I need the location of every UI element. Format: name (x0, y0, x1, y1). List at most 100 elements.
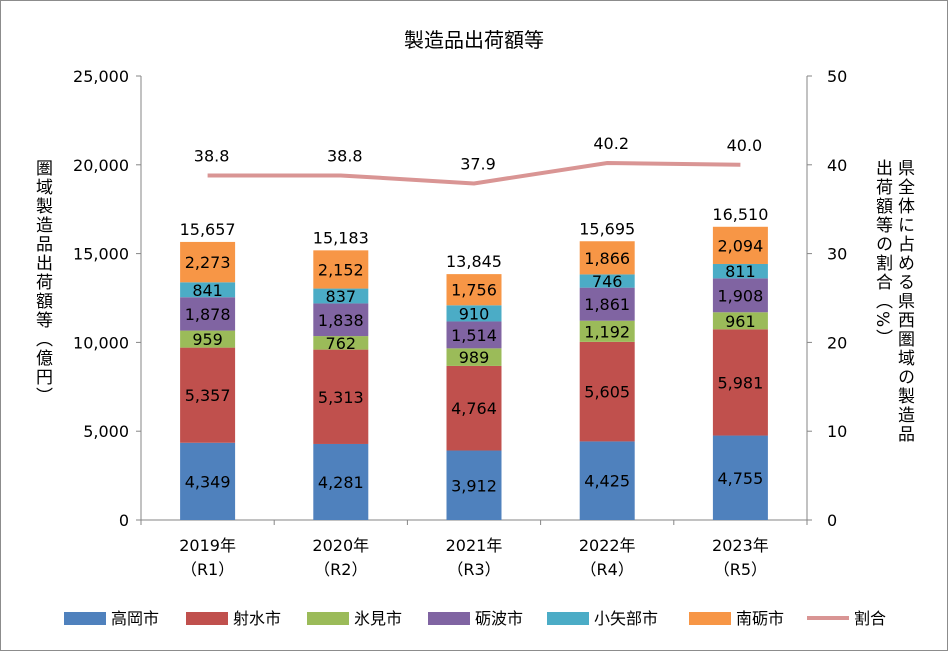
bar-segment (712, 278, 768, 313)
legend-label: 小矢部市 (594, 609, 658, 628)
bar-segment (180, 241, 236, 283)
bar-data-label: 1,514 (451, 326, 497, 345)
bar-data-label: 1,861 (584, 295, 630, 314)
bar-data-label: 4,425 (584, 472, 630, 491)
bar-segment (712, 226, 768, 264)
bar-total-label: 15,183 (313, 228, 369, 247)
bar-segment (313, 250, 369, 289)
legend-swatch (547, 612, 589, 625)
legend-label: 射水市 (233, 609, 281, 628)
bar-data-label: 910 (459, 304, 490, 323)
bar-segment (446, 365, 502, 451)
legend-swatch (689, 612, 731, 625)
legend-label: 砺波市 (475, 609, 523, 628)
x-tick-label: 2021年 (446, 536, 503, 555)
y-right-tick-label: 30 (827, 245, 847, 264)
ratio-data-label: 38.8 (194, 146, 230, 165)
bar-data-label: 762 (326, 334, 357, 353)
legend-swatch (64, 612, 106, 625)
chart-title: 製造品出荷額等 (404, 28, 544, 52)
bar-segment (579, 320, 635, 342)
bar-data-label: 4,281 (318, 473, 364, 492)
bar-data-label: 4,349 (185, 472, 231, 491)
bar-data-label: 2,094 (717, 236, 763, 255)
bar-data-label: 959 (192, 330, 223, 349)
x-tick-label: 2020年 (312, 536, 369, 555)
legend-label: 割合 (854, 609, 886, 628)
bar-data-label: 1,838 (318, 311, 364, 330)
bar-segment (446, 274, 502, 306)
bar-data-label: 989 (459, 348, 490, 367)
x-tick-label: （R2） (314, 560, 367, 579)
x-tick-label: 2022年 (579, 536, 636, 555)
ratio-line (207, 161, 741, 186)
bar-segment (313, 303, 369, 337)
bar-segment (180, 330, 236, 348)
bar-segment (313, 336, 369, 350)
y-tick-label: 25,000 (73, 67, 129, 86)
bar-segment (446, 450, 502, 520)
bar-total-label: 13,845 (446, 252, 502, 271)
bar-data-label: 961 (725, 312, 756, 331)
ratio-data-label: 40.2 (593, 134, 629, 153)
bar-total-label: 15,695 (579, 219, 635, 238)
bar-data-label: 2,273 (185, 253, 231, 272)
x-tick-label: （R1） (181, 560, 234, 579)
bar-data-label: 1,192 (584, 322, 630, 341)
bar-segment (313, 349, 369, 444)
bar-data-label: 5,357 (185, 386, 231, 405)
x-tick-label: 2023年 (712, 536, 769, 555)
bar-data-label: 1,756 (451, 281, 497, 300)
bar-data-label: 3,912 (451, 476, 497, 495)
bar-segment (313, 443, 369, 520)
x-tick-label: 2019年 (179, 536, 236, 555)
bar-segment (579, 441, 635, 520)
y-right-tick-label: 10 (827, 422, 847, 441)
bar-segment (579, 341, 635, 442)
bar-data-label: 746 (592, 272, 623, 291)
legend-swatch (186, 612, 228, 625)
y-tick-label: 10,000 (73, 333, 129, 352)
ratio-data-label: 37.9 (460, 154, 496, 173)
x-tick-label: （R5） (714, 560, 767, 579)
bar-data-label: 1,878 (185, 305, 231, 324)
y-right-tick-label: 50 (827, 67, 847, 86)
bar-segment (446, 321, 502, 349)
bar-segment (446, 305, 502, 322)
y-axis-right-label: 県全体に占める県西圏域の製造品出荷額等の割合（%） (872, 159, 914, 444)
bar-data-label: 2,152 (318, 260, 364, 279)
legend-label: 高岡市 (111, 609, 159, 628)
bar-segment (180, 442, 236, 520)
bar-segment (579, 274, 635, 288)
bar-data-label: 4,755 (717, 469, 763, 488)
y-right-tick-label: 20 (827, 333, 847, 352)
y-axis-label: 圏域製造品出荷額等（億円） (32, 159, 52, 406)
bar-total-label: 16,510 (712, 205, 768, 224)
bar-segment (712, 435, 768, 520)
ratio-data-label: 40.0 (727, 136, 763, 155)
y-tick-label: 20,000 (73, 156, 129, 175)
bar-total-label: 15,657 (180, 220, 236, 239)
y-tick-label: 0 (119, 511, 129, 530)
bar-segment (579, 287, 635, 321)
legend-label: 氷見市 (354, 609, 402, 628)
bar-segment (180, 297, 236, 331)
x-tick-label: （R3） (447, 560, 500, 579)
bar-data-label: 1,866 (584, 249, 630, 268)
bar-segment (579, 241, 635, 275)
bar-data-label: 1,908 (717, 286, 763, 305)
bar-segment (180, 347, 236, 443)
x-tick-label: （R4） (581, 560, 634, 579)
bar-data-label: 837 (326, 287, 357, 306)
legend-label: 南砺市 (736, 609, 784, 628)
ratio-data-label: 38.8 (327, 146, 363, 165)
bar-segment (712, 312, 768, 330)
y-right-tick-label: 0 (827, 511, 837, 530)
bar-data-label: 841 (192, 281, 223, 300)
bar-data-label: 4,764 (451, 399, 497, 418)
bar-segment (313, 288, 369, 304)
y-tick-label: 15,000 (73, 245, 129, 264)
bar-segment (712, 263, 768, 279)
